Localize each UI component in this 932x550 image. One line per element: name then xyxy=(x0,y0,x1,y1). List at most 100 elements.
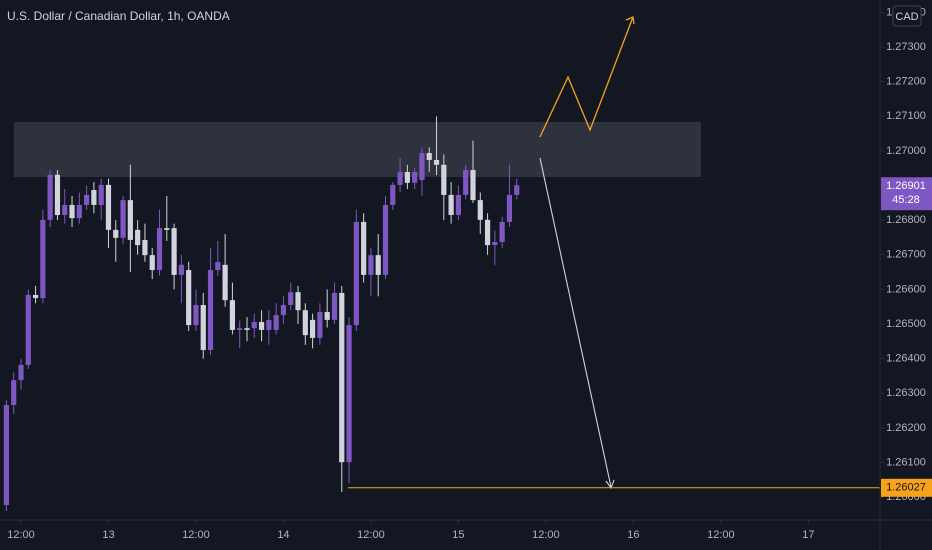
y-tick-label: 1.26200 xyxy=(886,422,926,434)
candle-body xyxy=(69,204,75,219)
candle-body xyxy=(441,164,447,195)
currency-label: CAD xyxy=(895,11,918,23)
candle-body xyxy=(91,190,97,205)
countdown-label: 45:28 xyxy=(892,194,920,206)
resistance-zone xyxy=(14,122,701,177)
candle-body xyxy=(98,184,104,205)
candle-body xyxy=(455,194,462,215)
candle-body xyxy=(32,294,39,299)
candle-body xyxy=(492,241,498,246)
candle-body xyxy=(499,221,505,242)
candle-body xyxy=(390,184,396,205)
candle-body xyxy=(237,328,243,330)
candle-body xyxy=(186,270,192,326)
candle-body xyxy=(346,325,352,463)
candle-body xyxy=(76,204,82,219)
candle-body xyxy=(404,172,410,183)
candle-body xyxy=(25,294,31,365)
candle-body xyxy=(317,311,323,338)
y-tick-label: 1.27000 xyxy=(886,145,926,157)
candle-body xyxy=(258,321,265,330)
candle-body xyxy=(142,239,148,256)
candle-body xyxy=(288,292,294,306)
candle-body xyxy=(156,228,163,271)
candle-body xyxy=(18,364,24,381)
x-tick-label: 15 xyxy=(452,529,464,541)
candle-body xyxy=(11,380,17,406)
candle-body xyxy=(215,262,221,271)
candle-body xyxy=(105,184,112,230)
bearish-arrow xyxy=(539,157,612,488)
x-tick-label: 12:00 xyxy=(707,529,735,541)
candle-body xyxy=(484,219,491,246)
arrow-head xyxy=(625,16,635,25)
candle-body xyxy=(302,310,308,336)
currency-box xyxy=(892,5,922,27)
candle-body xyxy=(266,319,272,330)
candle-body xyxy=(251,321,257,329)
candle-body xyxy=(193,305,199,326)
candle-body xyxy=(207,270,214,351)
y-tick-label: 1.26600 xyxy=(886,283,926,295)
chart-title: U.S. Dollar / Canadian Dollar, 1h, OANDA xyxy=(7,9,230,23)
candle-body xyxy=(273,315,279,330)
candle-body xyxy=(178,264,184,275)
candles xyxy=(3,116,520,511)
candle-body xyxy=(397,172,403,185)
candle-body xyxy=(339,292,345,463)
y-tick-label: 1.26700 xyxy=(886,249,926,261)
candle-body xyxy=(3,405,10,506)
candle-body xyxy=(135,229,141,246)
candle-body xyxy=(47,174,53,220)
candle-body xyxy=(368,255,374,275)
candle-body xyxy=(470,169,476,201)
y-tick-label: 1.26300 xyxy=(886,387,926,399)
candle-body xyxy=(463,169,469,195)
price-line-label-bg xyxy=(881,478,932,497)
candle-body xyxy=(54,174,61,215)
candle-body xyxy=(171,228,177,275)
candle-body xyxy=(310,319,316,338)
x-tick-label: 16 xyxy=(627,529,639,541)
candle-body xyxy=(331,292,338,320)
candle-body xyxy=(40,219,46,299)
y-tick-label: 1.26500 xyxy=(886,318,926,330)
current-price-label: 1.26901 xyxy=(886,180,926,192)
candle-body xyxy=(200,305,206,351)
candle-body xyxy=(229,300,236,330)
x-tick-label: 12:00 xyxy=(7,529,35,541)
x-tick-label: 12:00 xyxy=(357,529,385,541)
x-tick-label: 12:00 xyxy=(532,529,560,541)
candle-body xyxy=(62,204,68,215)
y-tick-label: 1.26100 xyxy=(886,456,926,468)
y-tick-label: 1.27100 xyxy=(886,110,926,122)
candle-body xyxy=(477,200,483,220)
price-labels: 1.26027 1.26901 45:28 xyxy=(348,177,932,497)
candle-body xyxy=(382,204,389,275)
y-tick-label: 1.27200 xyxy=(886,76,926,88)
candle-body xyxy=(448,194,454,215)
current-price-marker xyxy=(881,177,932,211)
candle-body xyxy=(426,153,432,160)
candle-body xyxy=(419,153,425,181)
x-tick-label: 14 xyxy=(277,529,289,541)
bullish-path-arrow xyxy=(539,16,634,138)
y-tick-label: 1.26400 xyxy=(886,353,926,365)
x-tick-label: 17 xyxy=(802,529,814,541)
candle-body xyxy=(164,228,170,230)
candle-body xyxy=(295,292,301,311)
y-tick-label: 1.27300 xyxy=(886,41,926,53)
candle-body xyxy=(280,305,287,316)
price-line-label: 1.26027 xyxy=(886,482,926,494)
candle-body xyxy=(127,200,133,240)
candle-body xyxy=(149,255,155,271)
candle-body xyxy=(433,159,440,165)
candle-body xyxy=(324,311,330,320)
candle-body xyxy=(361,221,367,275)
x-tick-label: 12:00 xyxy=(182,529,210,541)
candle-body xyxy=(506,194,513,222)
x-tick-label: 13 xyxy=(102,529,114,541)
candle-body xyxy=(514,185,520,195)
candle-body xyxy=(412,172,418,183)
